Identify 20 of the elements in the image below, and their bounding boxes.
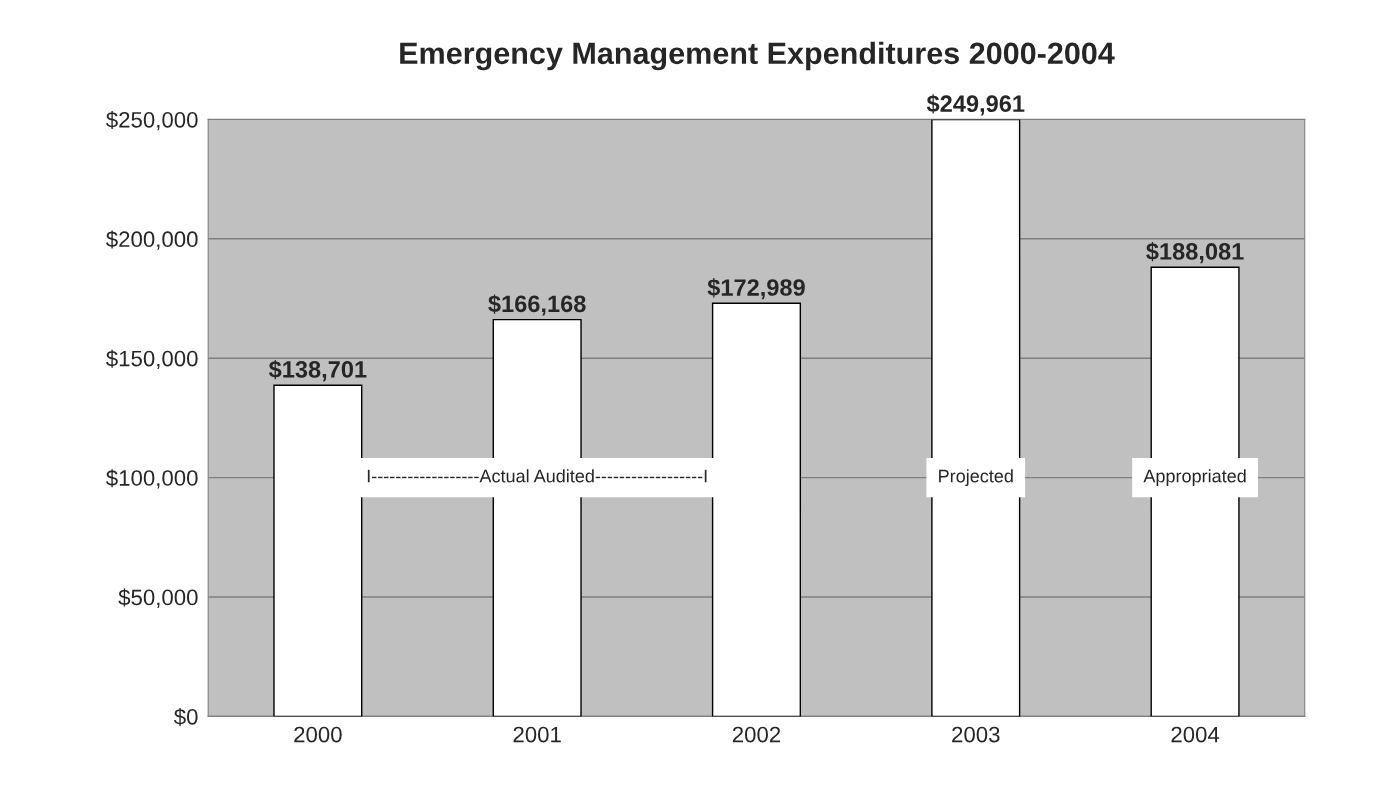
x-tick-label: 2002	[732, 726, 781, 743]
y-tick-label: $50,000	[118, 588, 198, 608]
chart-title: Emergency Management Expenditures 2000-2004	[400, 41, 1115, 71]
annotation: Projected	[939, 469, 1013, 487]
data-label: $138,701	[268, 359, 367, 382]
x-tick-label: 2003	[952, 726, 1000, 743]
x-tick-label: 2000	[294, 726, 342, 743]
data-label: $188,081	[1146, 242, 1244, 264]
annotation: Appropriated	[1143, 469, 1246, 487]
y-tick-label: $200,000	[106, 230, 198, 250]
annotation: I------------------Actual Audited------------------I	[367, 469, 707, 483]
data-label: $166,168	[488, 294, 586, 316]
y-tick-label: $150,000	[106, 349, 198, 370]
data-label: $249,961	[926, 94, 1025, 116]
y-tick-label: $100,000	[106, 469, 198, 489]
data-label: $172,989	[707, 278, 805, 300]
x-tick-label: 2001	[513, 726, 561, 743]
y-tick-label: $0	[174, 708, 198, 726]
y-tick-label: $250,000	[106, 111, 198, 131]
x-tick-label: 2004	[1171, 726, 1220, 743]
